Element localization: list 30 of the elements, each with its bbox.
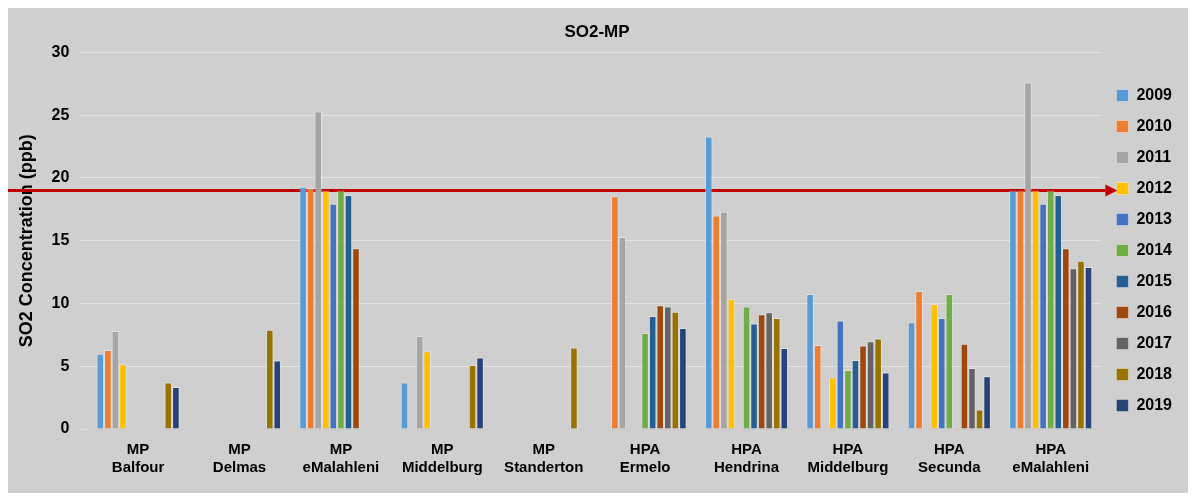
legend-label: 2013: [1136, 209, 1173, 227]
y-tick-label: 5: [60, 356, 70, 374]
legend-label: 2016: [1136, 302, 1173, 320]
x-tick-label: HPA Middelburg: [807, 440, 889, 476]
legend-label: 2009: [1136, 85, 1173, 103]
x-tick-label: MP Standerton: [504, 440, 584, 476]
x-tick-label: HPA eMalahleni: [1012, 440, 1090, 476]
y-tick-label: 10: [51, 293, 70, 311]
x-tick-label: MP Middelburg: [401, 440, 483, 476]
legend-label: 2012: [1136, 178, 1173, 196]
chart-title: SO2-MP: [564, 21, 630, 41]
legend-label: 2017: [1136, 333, 1173, 351]
y-tick-label: 25: [51, 105, 70, 123]
y-axis-title: SO2 Concentration (ppb): [15, 134, 36, 348]
legend-label: 2015: [1136, 271, 1173, 289]
x-tick-label: HPA Ermelo: [619, 440, 671, 476]
x-tick-label: HPA Secunda: [918, 440, 982, 476]
legend-label: 2019: [1136, 395, 1173, 413]
legend-label: 2011: [1136, 147, 1172, 165]
y-tick-label: 20: [51, 168, 70, 186]
y-tick-label: 15: [51, 231, 70, 249]
legend-label: 2018: [1136, 364, 1173, 382]
x-tick-label: MP Balfour: [111, 440, 165, 476]
legend-label: 2014: [1136, 240, 1173, 258]
x-tick-label: MP eMalahleni: [302, 440, 380, 476]
legend-label: 2010: [1136, 116, 1173, 134]
y-tick-label: 0: [60, 419, 70, 437]
x-tick-label: HPA Hendrina: [714, 440, 780, 476]
y-tick-label: 30: [51, 42, 70, 60]
x-tick-label: MP Delmas: [212, 440, 267, 476]
